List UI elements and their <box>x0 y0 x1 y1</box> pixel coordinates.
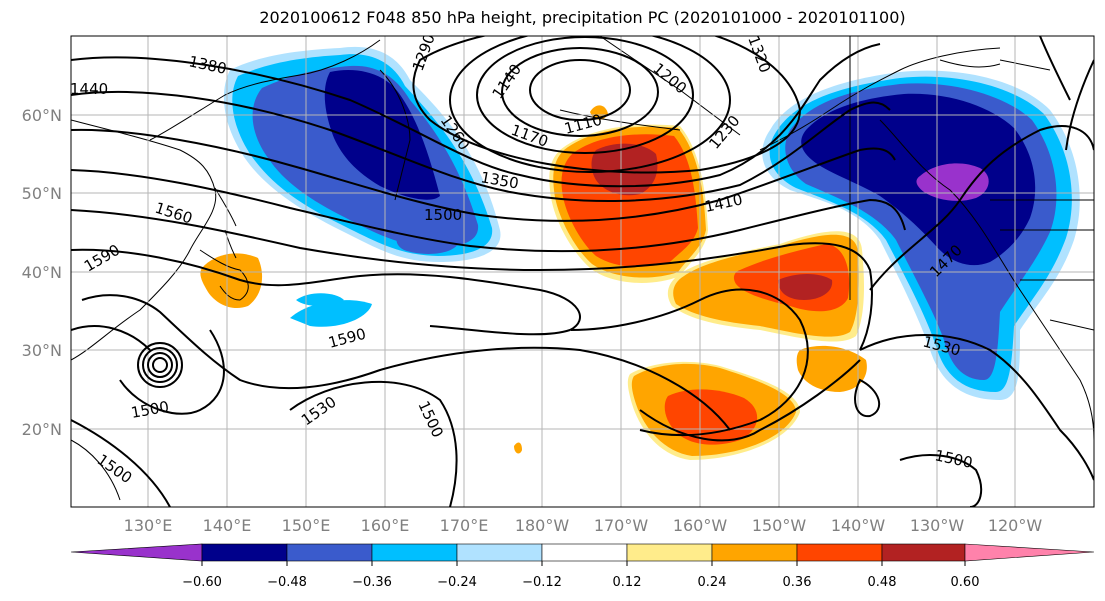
colorbar-tick-label: 0.12 <box>613 575 642 590</box>
colorbar-bin <box>796 543 883 562</box>
lon-label: 130°E <box>124 516 173 535</box>
colorbar-bin <box>456 543 543 562</box>
pos-region-hawaii-red <box>664 389 758 445</box>
lat-label: 40°N <box>22 263 62 282</box>
precip-fill-layer <box>200 46 1080 460</box>
pos-region-ne-purple <box>916 163 989 201</box>
lon-label: 180°W <box>515 516 570 535</box>
lat-label: 50°N <box>22 184 62 203</box>
longitude-labels: 130°E 140°E 150°E 160°E 170°E 180°W 170°… <box>124 516 1043 535</box>
lon-label: 150°W <box>752 516 807 535</box>
colorbar-bin <box>881 543 966 562</box>
graticule <box>71 36 1094 507</box>
contour-label: 1440 <box>70 80 108 98</box>
colorbar-tick-label: −0.36 <box>352 575 392 590</box>
colorbar-bin <box>201 543 288 562</box>
colorbar-tick-label: −0.60 <box>182 575 222 590</box>
colorbar-tick-label: 0.48 <box>868 575 897 590</box>
lat-label: 30°N <box>22 341 62 360</box>
lon-label: 140°E <box>203 516 252 535</box>
lon-label: 170°E <box>440 516 489 535</box>
pos-region-tiny <box>514 442 522 454</box>
map-title: 2020100612 F048 850 hPa height, precipit… <box>259 8 906 27</box>
colorbar-bin <box>626 543 713 562</box>
lat-label: 60°N <box>22 106 62 125</box>
lon-label: 140°W <box>831 516 886 535</box>
colorbar-tick-label: 0.36 <box>783 575 812 590</box>
pos-region-subtrop-east <box>796 345 867 392</box>
map-frame <box>70 35 1095 508</box>
lon-label: 160°E <box>361 516 410 535</box>
neg-region-small-south2 <box>296 293 344 306</box>
height-contours <box>71 36 1094 507</box>
colorbar <box>70 543 1095 562</box>
contour-label: 1500 <box>424 206 462 224</box>
colorbar-bin <box>371 543 458 562</box>
lon-label: 150°E <box>282 516 331 535</box>
colorbar-ticks <box>201 561 966 566</box>
colorbar-tick-label: −0.24 <box>437 575 477 590</box>
lon-label: 160°W <box>673 516 728 535</box>
lon-label: 130°W <box>910 516 965 535</box>
colorbar-tick-label: 0.60 <box>951 575 980 590</box>
colorbar-bin <box>286 543 373 562</box>
pos-region-japan <box>200 253 263 309</box>
pos-region-east-dark <box>778 274 833 300</box>
colorbar-extend-low <box>70 543 203 562</box>
colorbar-tick-label: 0.24 <box>698 575 727 590</box>
colorbar-bin <box>541 543 628 562</box>
colorbar-tick-label: −0.12 <box>522 575 562 590</box>
colorbar-extend-high <box>964 543 1095 562</box>
lon-label: 120°W <box>988 516 1043 535</box>
lat-label: 20°N <box>22 420 62 439</box>
lon-label: 170°W <box>594 516 649 535</box>
colorbar-tick-label: −0.48 <box>267 575 307 590</box>
latitude-labels: 60°N 50°N 40°N 30°N 20°N <box>22 106 62 439</box>
neg-region-small-south <box>290 300 372 327</box>
colorbar-bin <box>711 543 798 562</box>
colorbar-tick-labels: −0.60 −0.48 −0.36 −0.24 −0.12 0.12 0.24 … <box>182 575 979 590</box>
